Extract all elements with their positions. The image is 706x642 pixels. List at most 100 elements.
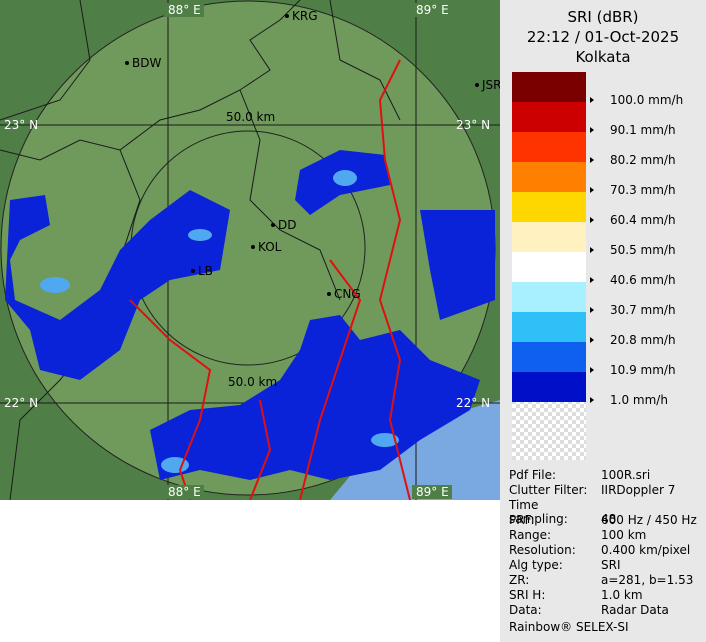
place-dot — [285, 14, 289, 18]
info-key: Range: — [509, 528, 552, 542]
scale-tick — [590, 127, 594, 133]
info-value: SRI — [601, 558, 621, 572]
scale-label: 1.0 mm/h — [610, 393, 668, 407]
lat-label: 23° N — [4, 118, 38, 132]
scale-swatch — [512, 72, 586, 102]
lat-label: 22° N — [4, 396, 38, 410]
legend-time: 22:12 / 01-Oct-2025 — [526, 28, 680, 46]
scale-tick — [590, 397, 594, 403]
scale-swatch — [512, 342, 586, 372]
color-scale: 100.0 mm/h 90.1 mm/h 80.2 mm/h 70.3 mm/h 60.… — [512, 72, 683, 460]
scale-swatch — [512, 282, 586, 312]
place-dot — [475, 83, 479, 87]
place-dot — [125, 61, 129, 65]
label-bg — [412, 485, 452, 499]
scale-label: 40.6 mm/h — [610, 273, 676, 287]
scale-tick — [590, 367, 594, 373]
place-dot — [191, 269, 195, 273]
place-label: LB — [198, 264, 213, 278]
scale-label: 20.8 mm/h — [610, 333, 676, 347]
legend-station: Kolkata — [575, 48, 631, 66]
info-row: Time sampling: 48 — [509, 498, 616, 526]
scale-tick — [590, 247, 594, 253]
info-value: 1.0 km — [601, 588, 643, 602]
scale-swatch — [512, 132, 586, 162]
scale-swatch — [512, 222, 586, 252]
scale-swatch — [512, 252, 586, 282]
scale-label: 60.4 mm/h — [610, 213, 676, 227]
legend-title: SRI (dBR) — [567, 8, 639, 26]
info-key: Pdf File: — [509, 468, 557, 482]
info-row: SRI H: 1.0 km — [509, 588, 643, 602]
info-value: 600 Hz / 450 Hz — [601, 513, 697, 527]
scale-tick — [590, 337, 594, 343]
scale-swatch — [512, 372, 586, 402]
ring-label: 50.0 km — [226, 110, 275, 124]
lat-label: 23° N — [456, 118, 490, 132]
place-label: JSR — [481, 78, 500, 92]
info-key: ZR: — [509, 573, 530, 587]
scale-tick — [590, 277, 594, 283]
place-dot — [271, 223, 275, 227]
label-bg — [164, 485, 204, 499]
info-key: Alg type: — [509, 558, 563, 572]
info-value: 100R.sri — [601, 468, 651, 482]
scale-label: 10.9 mm/h — [610, 363, 676, 377]
info-row: Pdf File: 100R.sri — [509, 468, 650, 482]
scale-swatch — [512, 312, 586, 342]
scale-tick — [590, 217, 594, 223]
info-row: ZR: a=281, b=1.53 — [509, 573, 693, 587]
map-labels: 88° E 89° E 88° E 89° E 23° N 23° N 22° N 22° N… — [4, 3, 500, 499]
info-key: Resolution: — [509, 543, 576, 557]
scale-tick — [590, 97, 594, 103]
lon-label: 89° E — [416, 485, 449, 499]
place-label: KOL — [258, 240, 282, 254]
scale-swatch — [512, 192, 586, 222]
info-row: PRF: 600 Hz / 450 Hz — [509, 513, 697, 527]
scale-swatch — [512, 102, 586, 132]
info-key: Time sampling: — [509, 498, 568, 526]
no-data-swatch — [512, 400, 586, 460]
info-key: Clutter Filter: — [509, 483, 588, 497]
place-label: DD — [278, 218, 296, 232]
info-value: 100 km — [601, 528, 647, 542]
ring-label: 50.0 km — [228, 375, 277, 389]
scale-label: 50.5 mm/h — [610, 243, 676, 257]
rain-echoes-light — [40, 170, 399, 473]
info-value: Radar Data — [601, 603, 669, 617]
info-row: Alg type: SRI — [509, 558, 621, 572]
lon-label: 88° E — [168, 3, 201, 17]
scale-tick — [590, 307, 594, 313]
label-bg — [164, 3, 204, 17]
legend-panel: SRI (dBR) 22:12 / 01-Oct-2025 Kolkata 10… — [500, 0, 706, 642]
scale-label: 80.2 mm/h — [610, 153, 676, 167]
place-label: KRG — [292, 9, 318, 23]
scale-swatch — [512, 162, 586, 192]
lat-label: 22° N — [456, 396, 490, 410]
scale-label: 30.7 mm/h — [610, 303, 676, 317]
label-bg — [412, 3, 452, 17]
footer: Rainbow® SELEX-SI — [509, 620, 629, 634]
lon-label: 88° E — [168, 485, 201, 499]
lon-label: 89° E — [416, 3, 449, 17]
place-label: CNG — [334, 287, 361, 301]
info-key: SRI H: — [509, 588, 546, 602]
scale-tick — [590, 187, 594, 193]
scale-label: 70.3 mm/h — [610, 183, 676, 197]
place-dot — [251, 245, 255, 249]
rivers — [129, 59, 411, 500]
info-row: Resolution: 0.400 km/pixel — [509, 543, 690, 557]
info-value: 0.400 km/pixel — [601, 543, 691, 557]
info-key: Data: — [509, 603, 542, 617]
scale-tick — [590, 157, 594, 163]
info-row: Range: 100 km — [509, 528, 646, 542]
info-row: Data: Radar Data — [509, 603, 669, 617]
place-dot — [327, 292, 331, 296]
scale-label: 100.0 mm/h — [610, 93, 683, 107]
radar-map: 88° E 89° E 88° E 89° E 23° N 23° N 22° N 22° N… — [0, 0, 500, 500]
place-label: BDW — [132, 56, 161, 70]
info-value: IIRDoppler 7 — [601, 483, 676, 497]
info-value: 48 — [601, 512, 617, 526]
info-row: Clutter Filter: IIRDoppler 7 — [509, 483, 675, 497]
